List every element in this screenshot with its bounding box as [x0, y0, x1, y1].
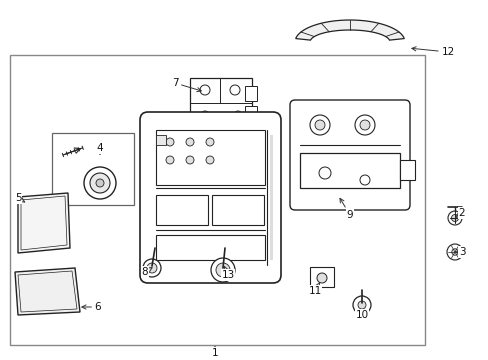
- Circle shape: [446, 244, 462, 260]
- Bar: [244, 106, 257, 116]
- Circle shape: [185, 156, 194, 164]
- Bar: [299, 153, 399, 188]
- Circle shape: [84, 167, 116, 199]
- Circle shape: [229, 85, 240, 95]
- Circle shape: [234, 111, 242, 119]
- Circle shape: [147, 263, 157, 273]
- Circle shape: [314, 120, 325, 130]
- Polygon shape: [18, 193, 70, 253]
- Text: 7: 7: [171, 78, 201, 92]
- Circle shape: [316, 273, 326, 283]
- Circle shape: [318, 167, 330, 179]
- Circle shape: [216, 263, 229, 277]
- Bar: [156, 195, 207, 225]
- Bar: [156, 235, 264, 260]
- Circle shape: [357, 301, 365, 309]
- Polygon shape: [15, 268, 80, 315]
- Bar: [309, 267, 333, 287]
- Circle shape: [205, 156, 214, 164]
- Bar: [52, 133, 134, 205]
- Text: 1: 1: [211, 347, 218, 358]
- Text: 10: 10: [355, 310, 368, 320]
- Bar: [10, 55, 424, 345]
- Text: 5: 5: [15, 193, 25, 203]
- Bar: [156, 130, 264, 185]
- Circle shape: [201, 111, 208, 119]
- Circle shape: [359, 120, 369, 130]
- Text: 13: 13: [221, 266, 234, 280]
- Text: 4: 4: [97, 143, 103, 154]
- Circle shape: [451, 249, 457, 255]
- Circle shape: [185, 138, 194, 146]
- Circle shape: [210, 258, 235, 282]
- Circle shape: [200, 85, 209, 95]
- Text: 11: 11: [308, 283, 321, 296]
- Bar: [156, 135, 165, 145]
- Bar: [399, 160, 414, 180]
- Text: 3: 3: [454, 247, 465, 257]
- Circle shape: [354, 115, 374, 135]
- Circle shape: [142, 259, 161, 277]
- Circle shape: [165, 156, 174, 164]
- Circle shape: [165, 138, 174, 146]
- Circle shape: [96, 179, 104, 187]
- Text: 9: 9: [339, 198, 353, 220]
- Circle shape: [352, 296, 370, 314]
- Circle shape: [309, 115, 329, 135]
- Circle shape: [205, 138, 214, 146]
- Bar: [244, 86, 257, 101]
- FancyBboxPatch shape: [140, 112, 281, 283]
- Text: 12: 12: [411, 47, 454, 57]
- Circle shape: [90, 173, 110, 193]
- FancyBboxPatch shape: [289, 100, 409, 210]
- Polygon shape: [295, 20, 404, 40]
- Bar: [190, 78, 251, 126]
- Bar: [269, 135, 272, 260]
- Text: 2: 2: [455, 208, 465, 218]
- Circle shape: [359, 175, 369, 185]
- Text: 8: 8: [142, 267, 152, 277]
- Circle shape: [447, 211, 461, 225]
- Text: 6: 6: [81, 302, 101, 312]
- Circle shape: [450, 215, 458, 221]
- Bar: [212, 195, 264, 225]
